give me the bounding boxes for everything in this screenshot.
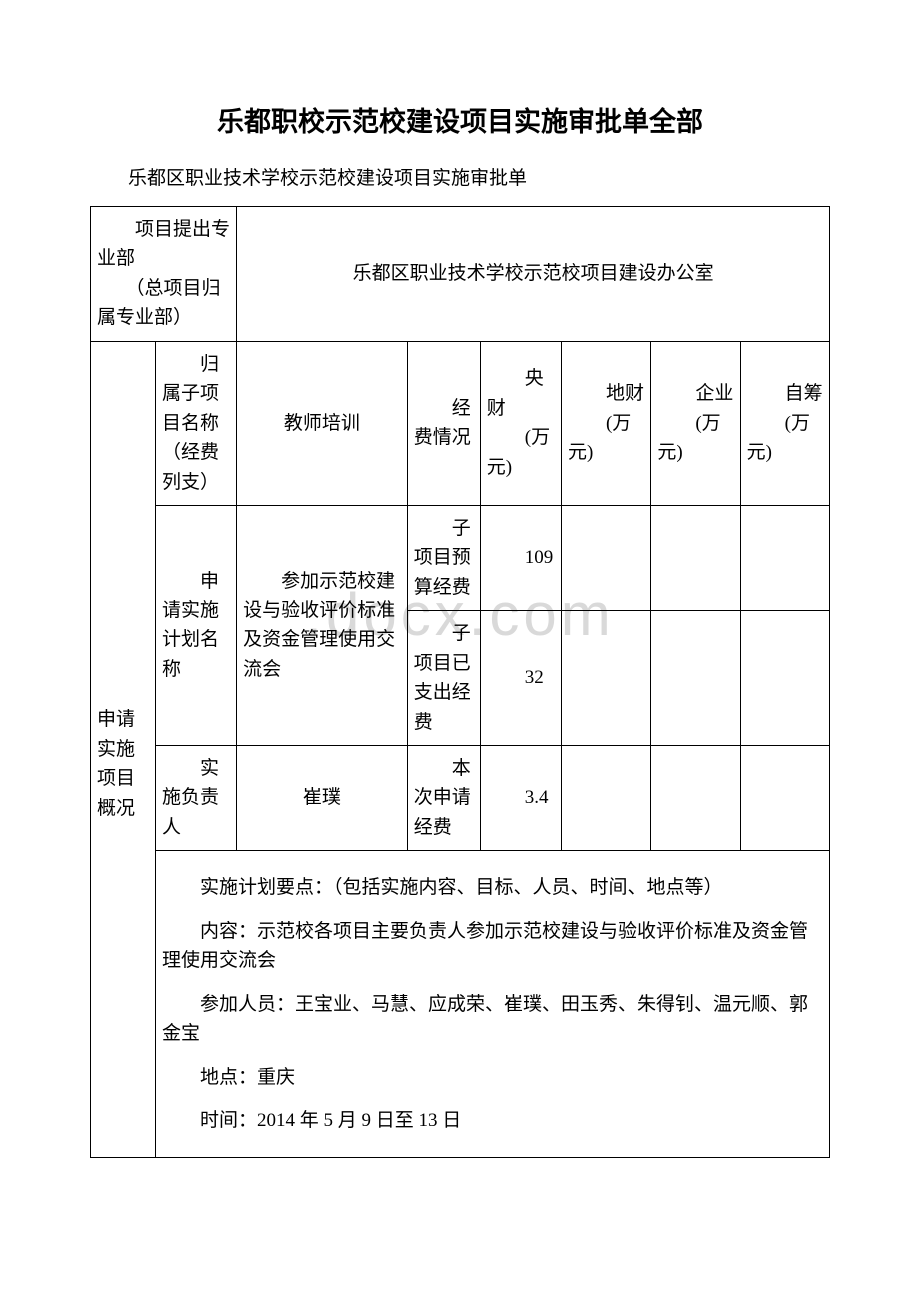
cell-request-amount-label: 本次申请经费 bbox=[407, 746, 480, 851]
approval-table: 项目提出专业部 （总项目归属专业部） 乐都区职业技术学校示范校项目建设办公室 申… bbox=[90, 206, 830, 1158]
cell-overview-label: 申请实施项目概况 bbox=[91, 341, 156, 1158]
cell-empty bbox=[651, 611, 740, 746]
cell-empty bbox=[740, 746, 829, 851]
header-line: 央财 bbox=[487, 364, 555, 423]
cell-responsible-label: 实施负责人 bbox=[155, 746, 236, 851]
page-subtitle: 乐都区职业技术学校示范校建设项目实施审批单 bbox=[90, 163, 830, 190]
cell-empty bbox=[740, 611, 829, 746]
header-line: 地财 bbox=[568, 379, 644, 408]
plan-line: 内容：示范校各项目主要负责人参加示范校建设与验收评价标准及资金管理使用交流会 bbox=[162, 917, 823, 976]
cell-project-dept-label: 项目提出专业部 （总项目归属专业部） bbox=[91, 207, 237, 342]
header-line: (万元) bbox=[568, 409, 644, 468]
label-line: （总项目归属专业部） bbox=[97, 274, 230, 333]
cell-request-amount-value: 3.4 bbox=[480, 746, 561, 851]
cell-empty bbox=[651, 746, 740, 851]
header-line: 企业 bbox=[657, 379, 733, 408]
cell-plan-name-label: 申请实施计划名称 bbox=[155, 505, 236, 745]
cell-spent-label: 子项目已支出经费 bbox=[407, 611, 480, 746]
cell-subproject-name-label: 归属子项目名称（经费列支） bbox=[155, 341, 236, 505]
cell-enterprise-fund-header: 企业 (万元) bbox=[651, 341, 740, 505]
cell-plan-name-value: 参加示范校建设与验收评价标准及资金管理使用交流会 bbox=[237, 505, 408, 745]
header-line: 自筹 bbox=[747, 379, 823, 408]
cell-central-fund-header: 央财 (万元) bbox=[480, 341, 561, 505]
cell-budget-value: 109 bbox=[480, 505, 561, 610]
cell-funding-label: 经费情况 bbox=[407, 341, 480, 505]
table-row: 申请实施项目概况 归属子项目名称（经费列支） 教师培训 经费情况 央财 (万元)… bbox=[91, 341, 830, 505]
label-line: 项目提出专业部 bbox=[97, 215, 230, 274]
table-row: 项目提出专业部 （总项目归属专业部） 乐都区职业技术学校示范校项目建设办公室 bbox=[91, 207, 830, 342]
cell-plan-details: 实施计划要点：（包括实施内容、目标、人员、时间、地点等） 内容：示范校各项目主要… bbox=[155, 851, 829, 1158]
table-row: 申请实施计划名称 参加示范校建设与验收评价标准及资金管理使用交流会 子项目预算经… bbox=[91, 505, 830, 610]
cell-empty bbox=[651, 505, 740, 610]
cell-responsible-value: 崔璞 bbox=[237, 746, 408, 851]
plan-line: 参加人员：王宝业、马慧、应成荣、崔璞、田玉秀、朱得钊、温元顺、郭金宝 bbox=[162, 990, 823, 1049]
cell-subproject-name-value: 教师培训 bbox=[237, 341, 408, 505]
page-title: 乐都职校示范校建设项目实施审批单全部 bbox=[90, 100, 830, 139]
plan-line: 时间：2014 年 5 月 9 日至 13 日 bbox=[162, 1106, 823, 1135]
cell-empty bbox=[561, 505, 650, 610]
cell-empty bbox=[561, 746, 650, 851]
table-row: 实施计划要点：（包括实施内容、目标、人员、时间、地点等） 内容：示范校各项目主要… bbox=[91, 851, 830, 1158]
cell-budget-label: 子项目预算经费 bbox=[407, 505, 480, 610]
plan-line: 地点：重庆 bbox=[162, 1063, 823, 1092]
header-line: (万元) bbox=[747, 409, 823, 468]
cell-project-dept-value: 乐都区职业技术学校示范校项目建设办公室 bbox=[237, 207, 830, 342]
cell-self-fund-header: 自筹 (万元) bbox=[740, 341, 829, 505]
cell-spent-value: 32 bbox=[480, 611, 561, 746]
cell-empty bbox=[740, 505, 829, 610]
plan-line: 实施计划要点：（包括实施内容、目标、人员、时间、地点等） bbox=[162, 873, 823, 902]
header-line: (万元) bbox=[487, 423, 555, 482]
table-row: 实施负责人 崔璞 本次申请经费 3.4 bbox=[91, 746, 830, 851]
header-line: (万元) bbox=[657, 409, 733, 468]
cell-local-fund-header: 地财 (万元) bbox=[561, 341, 650, 505]
cell-empty bbox=[561, 611, 650, 746]
